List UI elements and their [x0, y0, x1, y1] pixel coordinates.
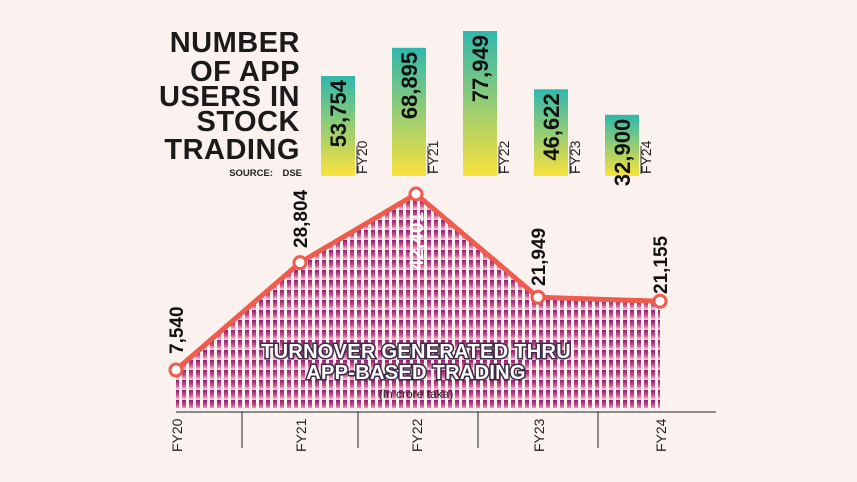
area-subtitle: (In crore taka) — [379, 387, 454, 401]
bar-title-line-3: USERS IN — [159, 81, 300, 113]
area-category-label: FY24 — [653, 418, 669, 452]
bar-category-label: FY20 — [354, 140, 370, 174]
bar-fy23 — [534, 89, 568, 176]
area-category-label: FY20 — [169, 418, 185, 452]
area-category-label: FY21 — [293, 418, 309, 452]
area-value-label: 21,949 — [529, 228, 550, 286]
source-label: SOURCE: — [229, 168, 273, 179]
area-title-line-1: TURNOVER GENERATED THRU — [261, 341, 571, 363]
area-point-fy22 — [408, 186, 424, 202]
area-point-fy20 — [168, 362, 184, 378]
area-fill — [176, 194, 660, 408]
bar-fy22 — [463, 31, 497, 176]
bar-category-label: FY21 — [425, 140, 441, 174]
bar-chart-title: NUMBER OF APP USERS IN STOCK TRADING SOU… — [159, 27, 302, 179]
source-value: DSE — [282, 168, 302, 179]
bar-fy20 — [321, 76, 355, 176]
area-value-label: 7,540 — [167, 306, 188, 354]
area-value-label: 21,155 — [651, 235, 672, 294]
bar-value-label: 53,754 — [326, 79, 351, 147]
bar-title-line-1: NUMBER — [170, 27, 300, 59]
area-category-label: FY22 — [409, 418, 425, 452]
area-point-fy23 — [530, 289, 546, 305]
bar-title-line-2: OF APP — [190, 56, 300, 88]
bar-fy24 — [605, 114, 639, 176]
bar-category-label: FY22 — [496, 140, 512, 174]
bar-value-label: 77,949 — [468, 35, 493, 102]
area-category-label: FY23 — [531, 418, 547, 452]
area-point-fy21 — [292, 255, 308, 271]
area-value-label: 42,401 — [407, 212, 428, 271]
area-chart: FY20 FY21 FY22 FY23 FY24 7,540 28,804 42,401 21,… — [167, 186, 716, 452]
area-point-fy24 — [652, 293, 668, 309]
area-chart-title: TURNOVER GENERATED THRU APP-BASED TRADIN… — [260, 340, 573, 402]
bar-title-line-5: TRADING — [164, 134, 300, 166]
bar-value-label: 46,622 — [539, 93, 564, 160]
bar-category-label: FY24 — [638, 140, 654, 174]
area-title-line-2: APP-BASED TRADING — [306, 362, 526, 384]
bar-fy21 — [392, 47, 426, 177]
area-value-label: 28,804 — [291, 189, 312, 248]
bar-title-line-4: STOCK — [197, 106, 300, 138]
bar-value-label: 68,895 — [397, 52, 422, 119]
bar-category-label: FY23 — [567, 140, 583, 174]
bar-value-label: 32,900 — [610, 119, 635, 186]
